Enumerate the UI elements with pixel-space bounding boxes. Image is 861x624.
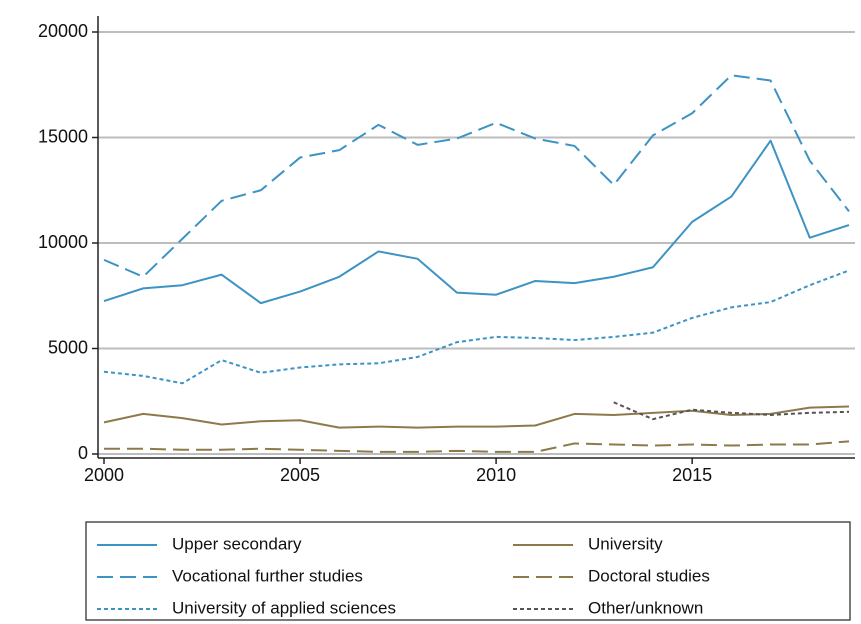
y-tick-label: 15000 <box>38 126 88 146</box>
series-line <box>103 74 850 278</box>
legend: Upper secondary Vocational further studie… <box>85 521 851 621</box>
series-line <box>104 440 850 453</box>
x-tick-label: 2000 <box>84 465 124 485</box>
x-tick-label: 2015 <box>672 465 712 485</box>
x-tick-label: 2010 <box>476 465 516 485</box>
legend-label: University of applied sciences <box>172 598 396 617</box>
legend-label: Other/unknown <box>588 598 703 617</box>
legend-label: Upper secondary <box>172 534 302 553</box>
series-line <box>613 401 850 421</box>
legend-label: Doctoral studies <box>588 566 710 585</box>
y-tick-label: 20000 <box>38 21 88 41</box>
legend-label: University <box>588 534 663 553</box>
y-tick-label: 10000 <box>38 232 88 252</box>
y-tick-label: 0 <box>78 443 88 463</box>
series-line <box>103 405 850 429</box>
legend-label: Vocational further studies <box>172 566 363 585</box>
series-line <box>103 139 850 305</box>
series-line <box>103 269 850 385</box>
y-tick-label: 5000 <box>48 337 88 357</box>
x-tick-label: 2005 <box>280 465 320 485</box>
legend-box <box>85 521 851 621</box>
